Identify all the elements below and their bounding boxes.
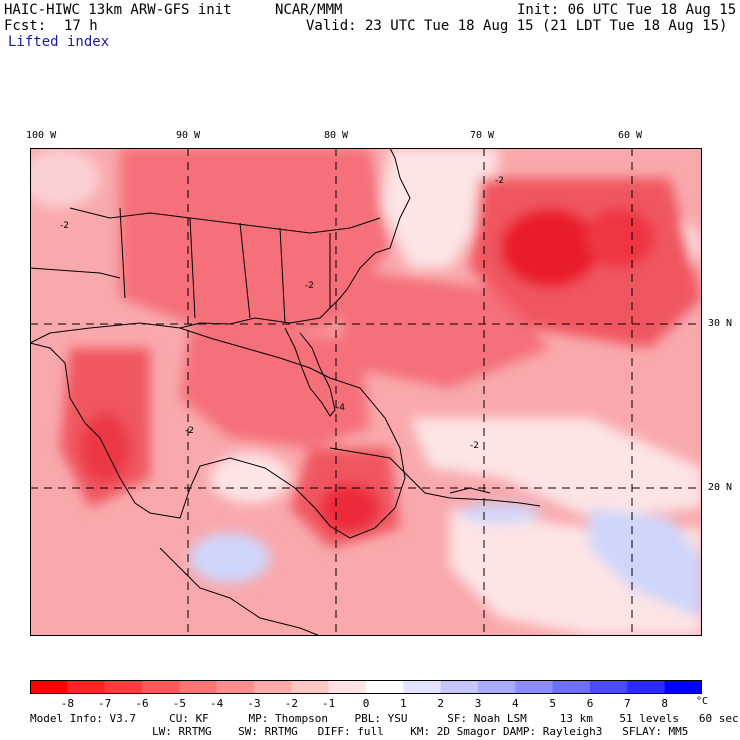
colorbar-tick-label: -1 <box>322 697 336 710</box>
colorbar-tick-label: -3 <box>247 697 261 710</box>
colorbar-swatch <box>67 680 106 694</box>
field-name: Lifted index <box>8 34 110 50</box>
colorbar-tick-label: 5 <box>549 697 556 710</box>
lat-label-30n: 30 N <box>708 318 733 329</box>
colorbar-swatch <box>30 680 68 694</box>
colorbar-unit: °C <box>696 696 709 707</box>
grid-lines <box>30 148 702 636</box>
organization-label: NCAR/MMM <box>275 2 343 18</box>
colorbar-tick-label: 8 <box>661 697 668 710</box>
valid-time: Valid: 23 UTC Tue 18 Aug 15 (21 LDT Tue … <box>306 18 728 34</box>
colorbar-swatch <box>254 680 292 694</box>
colorbar-swatch <box>664 680 702 694</box>
colorbar-frame <box>30 680 702 694</box>
lon-label-90w: 90 W <box>176 130 201 141</box>
colorbar-tick-label: -5 <box>172 697 186 710</box>
contour-label: -2 <box>495 176 504 186</box>
colorbar-tick-label: 7 <box>624 697 631 710</box>
colorbar-swatch <box>104 680 143 694</box>
colorbar-tick-label: -2 <box>284 697 298 710</box>
colorbar-tick-label: 2 <box>437 697 444 710</box>
model-info-line-2: LW: RRTMG SW: RRTMG DIFF: full KM: 2D Sm… <box>152 725 689 738</box>
contour-label: -2 <box>60 221 69 231</box>
forecast-label: Fcst: <box>4 18 47 34</box>
colorbar-tick-label: 3 <box>474 697 482 710</box>
colorbar-tick-label: 1 <box>400 697 407 710</box>
contour-label: -2 <box>185 426 194 436</box>
coastlines <box>30 148 541 636</box>
forecast-hour: 17 h <box>64 18 98 34</box>
colorbar-swatch <box>291 680 330 694</box>
colorbar-swatch <box>627 680 666 694</box>
colorbar-swatch <box>478 680 516 694</box>
colorbar-tick-label: -8 <box>60 697 74 710</box>
colorbar-tick-label: -7 <box>98 697 112 710</box>
colorbar-swatch <box>590 680 628 694</box>
colorbar-swatch <box>515 680 554 694</box>
lat-label-20n: 20 N <box>708 482 733 493</box>
model-title: HAIC-HIWC 13km ARW-GFS init <box>4 2 232 18</box>
lon-label-80w: 80 W <box>324 130 349 141</box>
colorbar-tick-label: -6 <box>135 697 149 710</box>
colorbar-swatch <box>552 680 591 694</box>
colorbar <box>30 680 702 694</box>
map-frame <box>30 148 702 636</box>
colorbar-swatch <box>403 680 442 694</box>
colorbar-tick-label: 0 <box>362 697 370 710</box>
contour-label: -4 <box>336 403 345 413</box>
lifted-index-map: -2 -2 -2 -2 -4 -2 <box>30 148 702 636</box>
colorbar-swatch <box>440 680 479 694</box>
colorbar-tick-label: 4 <box>512 697 519 710</box>
colorbar-swatch <box>366 680 404 694</box>
colorbar-swatch <box>328 680 367 694</box>
shaded-field <box>30 148 702 636</box>
colorbar-tick-label: -4 <box>210 697 224 710</box>
lon-label-70w: 70 W <box>470 130 495 141</box>
colorbar-tick-label: 6 <box>586 697 594 710</box>
colorbar-swatch <box>179 680 218 694</box>
lon-label-100w: 100 W <box>26 130 57 141</box>
colorbar-swatch <box>142 680 180 694</box>
model-info-line-1: Model Info: V3.7 CU: KF MP: Thompson PBL… <box>30 712 739 725</box>
contour-label: -2 <box>305 281 314 291</box>
contour-label: -2 <box>470 441 479 451</box>
colorbar-swatch <box>216 680 255 694</box>
lon-label-60w: 60 W <box>618 130 643 141</box>
init-time: Init: 06 UTC Tue 18 Aug 15 <box>517 2 737 18</box>
